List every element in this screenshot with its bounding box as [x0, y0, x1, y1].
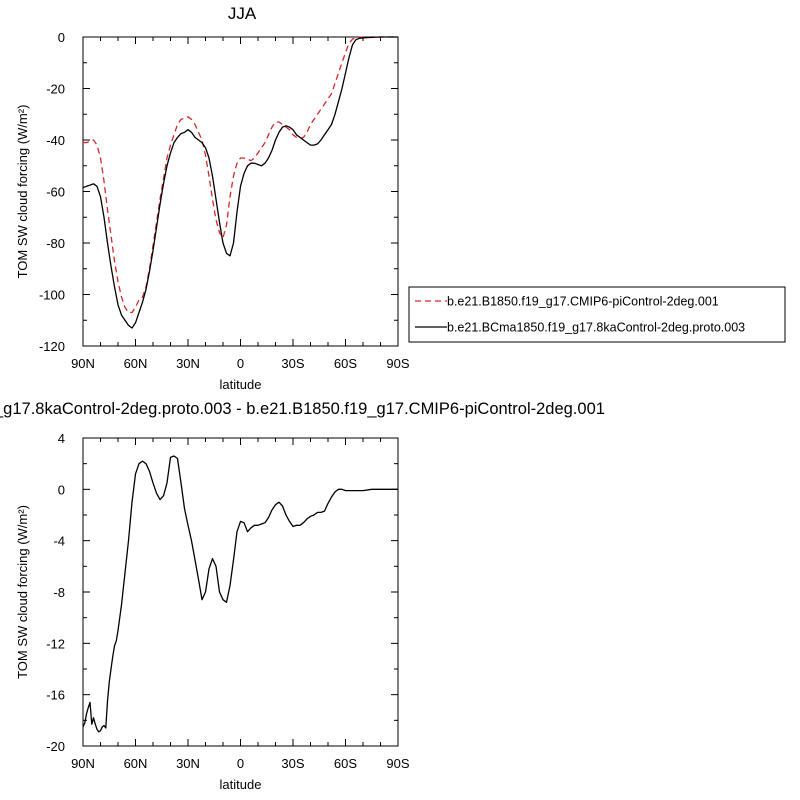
x-tick-label: 60S	[334, 356, 357, 371]
y-tick-label: -120	[39, 339, 65, 354]
series-line-1	[82, 36, 398, 329]
legend-label-0: b.e21.B1850.f19_g17.CMIP6-piControl-2deg…	[447, 295, 719, 309]
legend-box	[408, 286, 786, 343]
difference-chart-title-text: _g17.8kaControl-2deg.proto.003 - b.e21.B…	[0, 400, 605, 418]
legend: b.e21.B1850.f19_g17.CMIP6-piControl-2deg…	[408, 286, 786, 343]
series-line-0	[82, 455, 398, 733]
y-tick-label: 0	[58, 30, 65, 45]
x-tick-label: 90N	[71, 756, 95, 771]
x-tick-label: 60N	[124, 756, 148, 771]
x-tick-label: 0	[237, 756, 244, 771]
x-tick-label: 30N	[176, 756, 200, 771]
y-tick-label: -12	[46, 636, 65, 651]
legend-label-1: b.e21.BCma1850.f19_g17.8kaControl-2deg.p…	[447, 321, 745, 335]
plot-frame	[82, 36, 399, 347]
y-tick-label: -100	[39, 288, 65, 303]
x-tick-label: 60N	[124, 356, 148, 371]
series-line-0	[83, 36, 398, 314]
x-tick-label: 0	[237, 356, 244, 371]
plot-frame	[82, 437, 399, 747]
y-tick-label: -20	[46, 82, 65, 97]
y-tick-label: -40	[46, 133, 65, 148]
y-tick-label: -20	[46, 739, 65, 754]
y-tick-label: -8	[53, 585, 65, 600]
x-tick-label: 90N	[71, 356, 95, 371]
x-tick-label: 90S	[386, 756, 409, 771]
y-tick-label: -60	[46, 185, 65, 200]
y-tick-label: -16	[46, 688, 65, 703]
difference-chart: 90N 60N 30N 0 30S 60S 90S 4 0 -4 -8 -12 -16 -20 latitu…	[15, 431, 410, 792]
x-tick-label: 30S	[281, 756, 304, 771]
y-axis-title: TOM SW cloud forcing (W/m²)	[15, 505, 30, 679]
x-axis-title: latitude	[220, 377, 262, 392]
top-chart: 90N 60N 30N 0 30S 60S 90S 0 -20 -40 -60 -80 -100 -120…	[15, 30, 410, 392]
chart-title: JJA	[227, 4, 257, 23]
x-tick-label: 60S	[334, 756, 357, 771]
y-tick-label: -80	[46, 236, 65, 251]
x-tick-label: 30S	[281, 356, 304, 371]
y-axis-title: TOM SW cloud forcing (W/m²)	[15, 105, 30, 279]
y-tick-label: -4	[53, 534, 65, 549]
x-axis-title: latitude	[220, 777, 262, 792]
y-tick-label: 4	[58, 431, 65, 446]
y-tick-label: 0	[58, 482, 65, 497]
x-tick-label: 30N	[176, 356, 200, 371]
difference-chart-title: _g17.8kaControl-2deg.proto.003 - b.e21.B…	[0, 400, 800, 419]
x-tick-label: 90S	[386, 356, 409, 371]
